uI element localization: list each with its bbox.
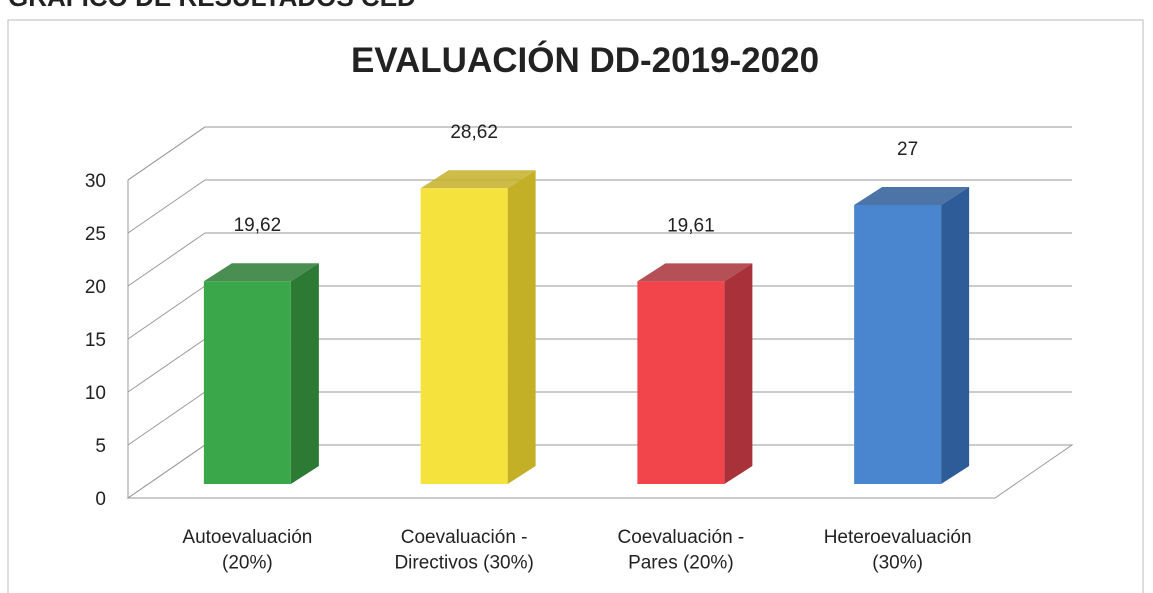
- x-tick-label: Autoevaluación (20%): [182, 527, 312, 574]
- bar-top: [203, 263, 319, 282]
- grid-line: [127, 126, 1072, 181]
- y-tick-label: 5: [95, 436, 106, 457]
- value-label: 19,61: [667, 215, 715, 236]
- chart-title: EVALUACIÓN DD-2019-2020: [351, 40, 819, 80]
- bar-top: [854, 186, 970, 205]
- y-tick-label: 0: [95, 489, 106, 510]
- bar-front: [637, 281, 725, 484]
- bar-top: [420, 170, 536, 189]
- bar: [203, 263, 319, 484]
- y-tick-label: 15: [85, 330, 106, 351]
- bar-side: [507, 170, 536, 485]
- bar-side: [290, 263, 319, 484]
- bar-top: [637, 263, 753, 282]
- bar-front: [854, 204, 942, 484]
- grid-line: [127, 232, 1072, 287]
- bar-side: [724, 263, 753, 484]
- page-header: GRÁFICO DE RESULTADOS CED: [8, 0, 416, 12]
- chart-frame: [7, 19, 1144, 593]
- value-label: 27: [897, 139, 918, 160]
- bar: [420, 170, 536, 485]
- y-tick-label: 20: [85, 277, 106, 298]
- x-tick-label: Heteroevaluación (30%): [824, 527, 972, 574]
- bar: [854, 186, 970, 484]
- value-label: 19,62: [234, 215, 282, 236]
- bar-side: [941, 186, 970, 484]
- x-tick-label: Coevaluación -Pares (20%): [618, 527, 745, 574]
- y-tick-label: 10: [85, 383, 106, 404]
- grid-line: [127, 179, 1072, 234]
- y-tick-label: 25: [85, 224, 106, 245]
- bar-front: [203, 281, 291, 484]
- value-label: 28,62: [450, 122, 498, 143]
- bar: [637, 263, 753, 484]
- x-tick-label: Coevaluación -Directivos (30%): [394, 527, 533, 574]
- bar-front: [420, 188, 508, 485]
- y-tick-label: 30: [85, 171, 106, 192]
